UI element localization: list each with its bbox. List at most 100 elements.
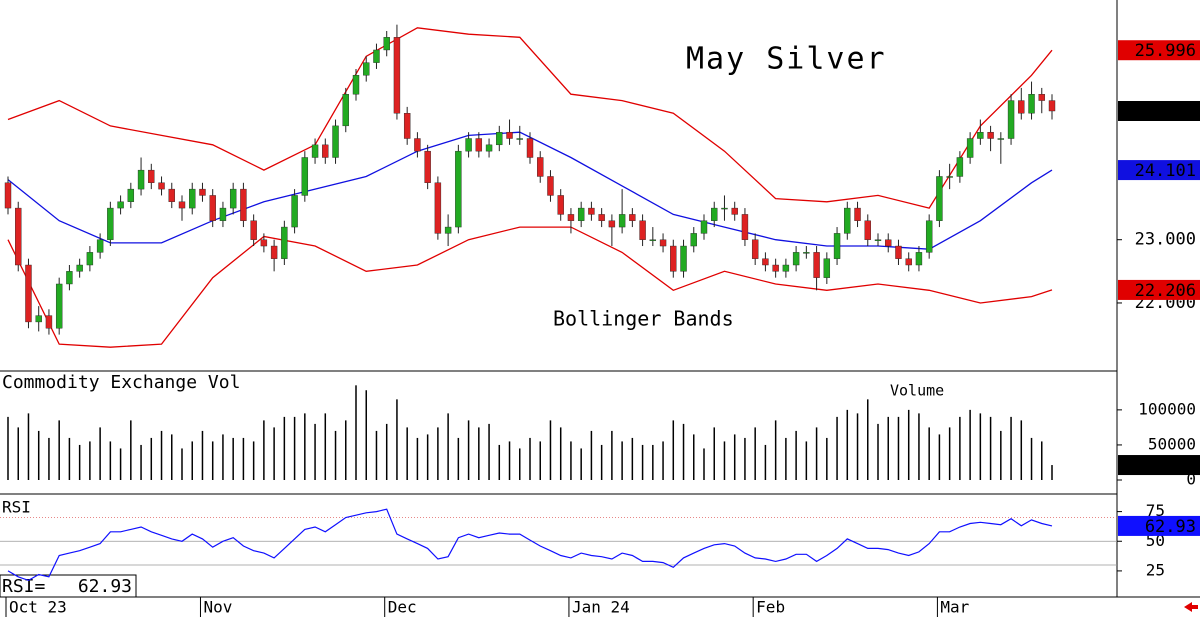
- annotation: Bollinger Bands: [553, 307, 734, 331]
- candle-body: [885, 239, 892, 247]
- value-box-label: 22.206: [1135, 281, 1196, 301]
- candle-body: [158, 182, 165, 190]
- readout-box: [0, 574, 137, 598]
- value-box-label: 62.93: [1145, 517, 1196, 537]
- candle-body: [434, 182, 442, 234]
- candle-body: [107, 207, 114, 240]
- candle-body: [547, 176, 554, 196]
- candle-body: [516, 138, 523, 140]
- candle-body: [229, 188, 237, 209]
- band-line: [7, 131, 1053, 250]
- candle-body: [895, 245, 902, 259]
- candle-body: [690, 233, 697, 247]
- candle-body: [281, 226, 288, 259]
- candle-body: [15, 207, 22, 266]
- y-tick-label: 25: [1146, 560, 1165, 579]
- x-tick-label: Oct 23: [9, 598, 67, 617]
- candle-body: [700, 220, 708, 234]
- candle-body: [311, 144, 319, 158]
- candle-body: [496, 131, 503, 146]
- candle-body: [219, 207, 227, 221]
- candle-body: [670, 245, 677, 272]
- candle-body: [117, 201, 124, 209]
- candle-body: [833, 233, 841, 259]
- candle-body: [168, 188, 175, 202]
- candle-body: [526, 138, 534, 158]
- candle-body: [721, 207, 728, 210]
- value-box: [1118, 101, 1200, 121]
- candle-body: [977, 131, 984, 139]
- candle-body: [127, 188, 135, 202]
- candle-body: [946, 176, 953, 178]
- candle-body: [465, 138, 472, 152]
- y-tick-label: 75: [1146, 501, 1165, 520]
- candle-body: [199, 188, 206, 196]
- candle-body: [987, 131, 994, 139]
- candle-body: [874, 239, 882, 241]
- x-tick-label: Nov: [203, 598, 232, 617]
- panel-title: Commodity Exchange Vol: [2, 372, 240, 393]
- candle-body: [629, 214, 636, 221]
- candle-body: [537, 157, 544, 177]
- candle-body: [577, 207, 585, 221]
- value-box: [1118, 160, 1200, 181]
- annotation: Volume: [890, 382, 944, 400]
- candle-body: [557, 195, 564, 215]
- candle-body: [741, 214, 749, 240]
- candle-body: [608, 220, 616, 228]
- rsi-line: [7, 508, 1053, 582]
- candle-body: [148, 169, 155, 183]
- candle-body: [342, 94, 349, 127]
- x-tick-label: Jan 24: [572, 598, 630, 617]
- candle-body: [455, 150, 462, 228]
- candle-body: [762, 258, 769, 266]
- candle-body: [680, 245, 687, 272]
- candle-body: [782, 264, 790, 272]
- band-line: [7, 27, 1053, 209]
- candle-body: [66, 271, 73, 285]
- candle-body: [76, 264, 83, 272]
- panel-title: RSI: [2, 498, 31, 517]
- candle-body: [250, 220, 257, 240]
- candle-body: [301, 157, 309, 196]
- candle-body: [844, 207, 851, 234]
- candle-body: [424, 150, 431, 183]
- candle-body: [854, 207, 861, 221]
- candle-body: [25, 264, 32, 323]
- candle-body: [639, 220, 646, 240]
- candle-body: [731, 207, 738, 215]
- scroll-arrow[interactable]: [1184, 602, 1198, 612]
- candle-body: [649, 239, 657, 241]
- candle-body: [45, 315, 53, 329]
- value-box: [1118, 515, 1200, 536]
- value-box-label: 25.035: [1135, 102, 1196, 122]
- candle-body: [905, 258, 912, 266]
- value-box-label: 21327: [1148, 456, 1196, 475]
- x-tick-label: Feb: [756, 598, 785, 617]
- band-line: [7, 226, 1053, 348]
- candle-body: [4, 182, 12, 209]
- value-box: [1118, 279, 1200, 300]
- y-tick-label: 50000: [1148, 434, 1196, 453]
- y-tick-label: 100000: [1138, 399, 1196, 418]
- y-tick-label: 23.000: [1135, 230, 1196, 250]
- candle-body: [506, 131, 513, 139]
- candle-body: [956, 157, 964, 177]
- readout-label: RSI=: [2, 576, 46, 597]
- candle-body: [86, 252, 94, 266]
- candle-body: [813, 252, 820, 278]
- candle-body: [618, 214, 626, 228]
- x-tick-label: Mar: [940, 598, 969, 617]
- candle-body: [1048, 100, 1056, 112]
- candle-body: [178, 201, 186, 209]
- candle-body: [588, 207, 595, 215]
- candle-body: [803, 252, 810, 254]
- candle-body: [925, 220, 933, 253]
- candle-body: [383, 37, 390, 51]
- candle-body: [598, 214, 605, 221]
- candle-body: [1007, 100, 1015, 139]
- candle-body: [96, 239, 104, 253]
- candle-body: [751, 239, 759, 259]
- candle-body: [772, 264, 779, 272]
